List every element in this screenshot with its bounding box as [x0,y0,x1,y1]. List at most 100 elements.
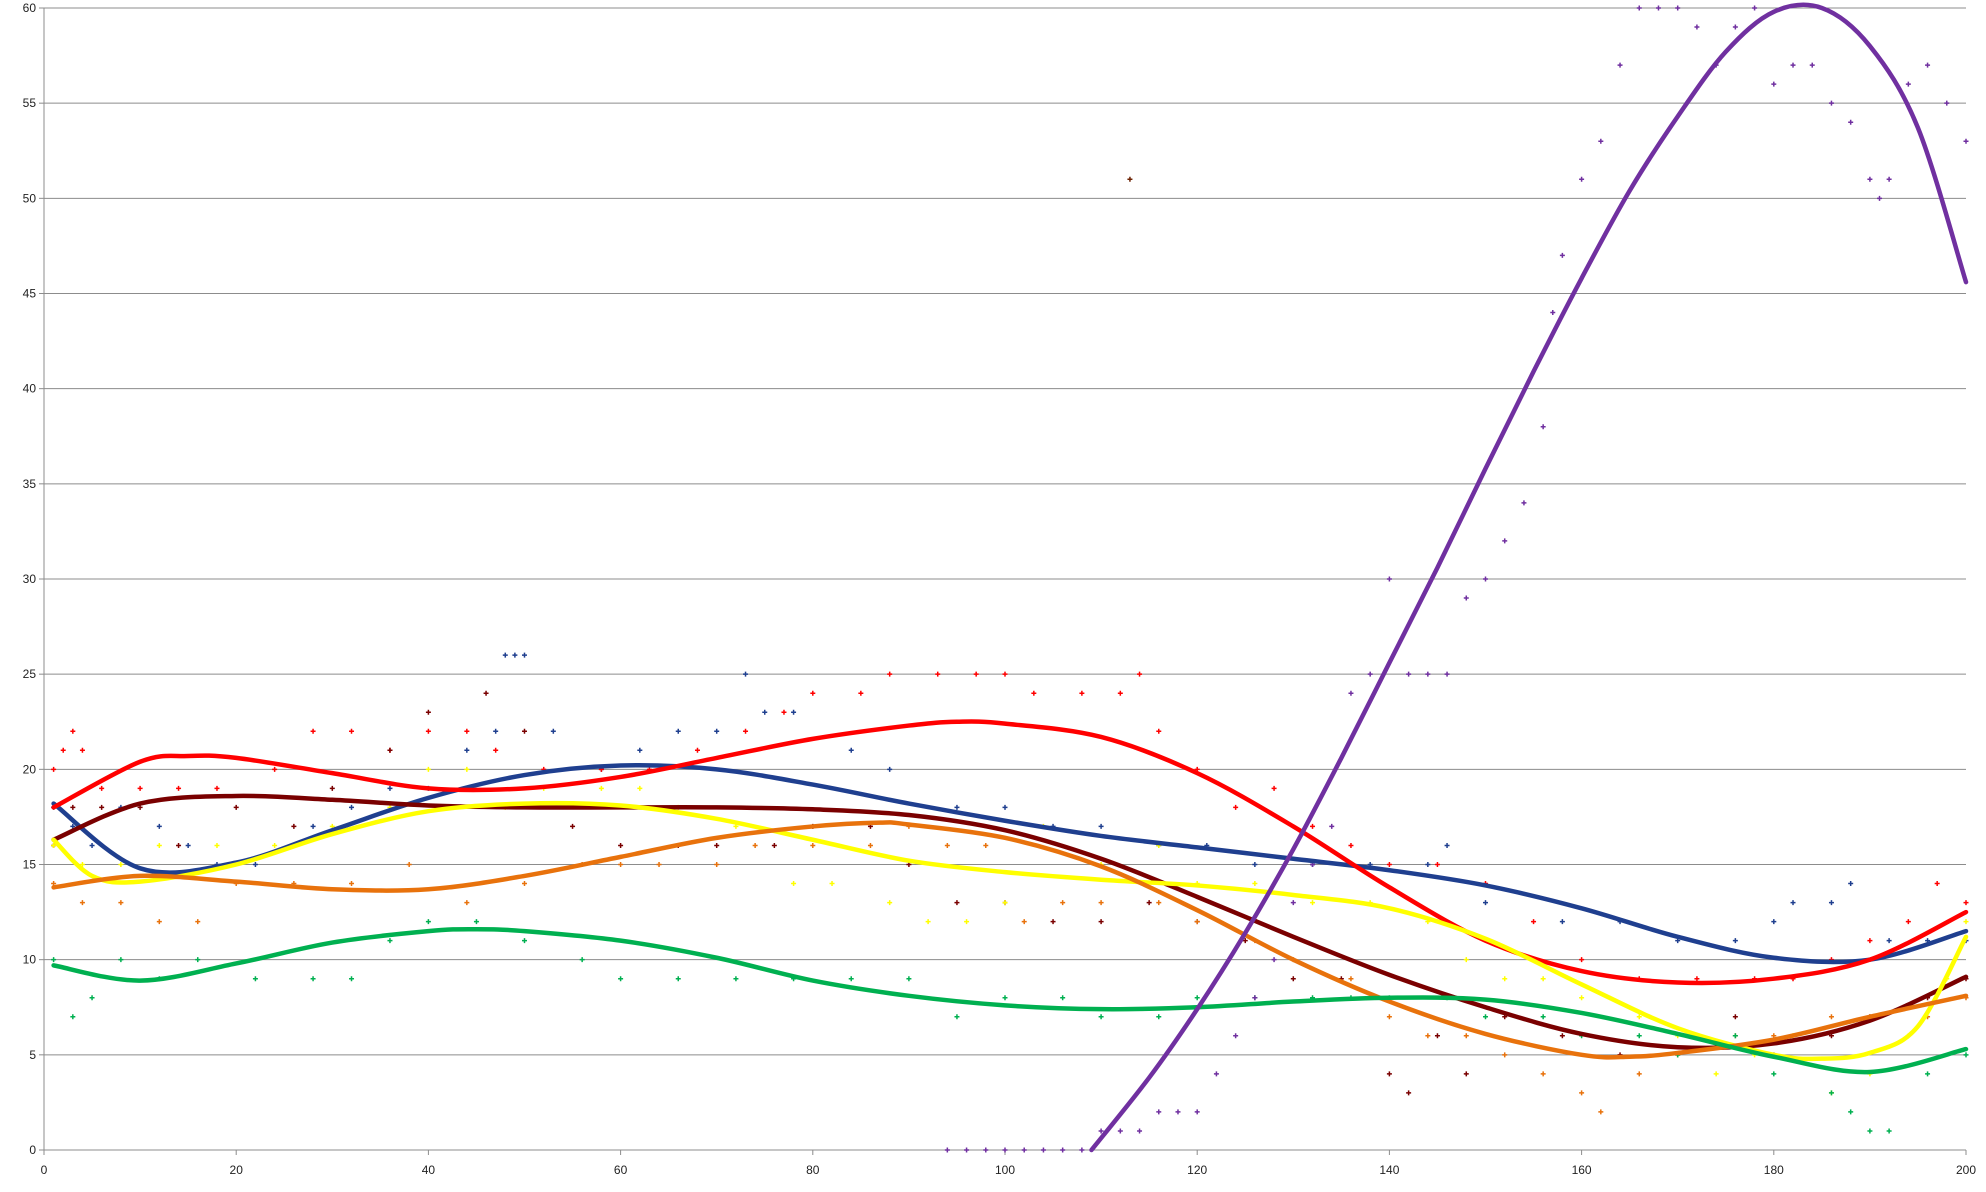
series-2-point-7 [176,785,182,791]
series-6-point-19 [848,976,854,982]
series-5-point-3 [118,900,124,906]
series-5-point-35 [1579,1090,1585,1096]
series-2-point-20 [743,728,749,734]
series-5-point-21 [983,842,989,848]
series-3-point-16 [714,842,720,848]
series-1-trendline [51,763,1969,965]
series-6-point-1 [51,957,57,963]
series-6-point-23 [1060,995,1066,1001]
series-5-point-2 [79,900,85,906]
series-2-point-39 [1434,862,1440,867]
series-7-point-17 [1252,995,1258,1001]
series-2-point-50 [1934,881,1940,887]
series-7-point-39 [1655,5,1661,11]
series-8-point-1 [1127,176,1133,182]
series-6-point-33 [1540,1014,1546,1020]
series-6-point-43 [1925,1071,1931,1077]
series-7-point-28 [1463,595,1469,601]
series-2-point-41 [1531,919,1537,925]
series-1-point-9 [310,823,316,829]
series-7-point-8 [1079,1147,1085,1153]
series-1-point-21 [675,728,681,734]
series-2-point-32 [1156,728,1162,734]
series-4-point-32 [1502,976,1508,982]
series-1-point-28 [954,804,960,810]
series-7-point-30 [1502,538,1508,544]
series-4-trendline [51,800,1969,1062]
series-5-point-32 [1463,1033,1469,1039]
series-2-point-29 [1079,690,1085,696]
series-7-point-53 [1905,81,1911,87]
x-tick-label-180: 180 [1764,1163,1784,1177]
series-3-point-14 [618,842,624,848]
series-5-point-13 [618,862,624,867]
series-4-point-34 [1579,995,1585,1001]
series-6-point-2 [70,1014,76,1020]
series-7-point-21 [1329,823,1335,829]
series-1-point-40 [1559,919,1565,925]
y-tick-label-40: 40 [23,382,37,396]
y-tick-label-55: 55 [23,96,37,110]
x-tick-labels: 0 20 40 60 80 100 120 140 160 180 200 [41,1163,1977,1177]
series-6-point-39 [1828,1090,1834,1096]
y-tick-label-60: 60 [23,1,37,15]
series-5-point-33 [1502,1052,1508,1058]
series-5-point-5 [195,919,201,925]
series-7-point-44 [1752,5,1758,11]
series-1-point-23 [743,671,749,677]
series-4-point-44 [1963,919,1969,925]
series-3-point-32 [1434,1033,1440,1039]
series-7-point-23 [1367,671,1373,677]
series-3-point-27 [1242,938,1248,944]
series-4-point-2 [79,862,85,867]
series-4-point-1 [51,842,57,848]
series-6-point-32 [1483,1014,1488,1020]
series-1-point-44 [1771,919,1777,925]
series-4-point-19 [887,900,893,906]
series-4-point-6 [272,842,278,848]
series-7-point-55 [1944,100,1950,106]
series-2-trendline [51,719,1969,986]
series-5-point-15 [714,862,720,867]
series-7-point-50 [1867,176,1873,182]
series-3-point-12 [522,728,527,734]
series-6-point-37 [1732,1033,1738,1039]
y-tick-labels: 0 5 10 15 20 25 30 35 40 45 50 55 60 [23,1,37,1157]
series-1-point-6 [185,842,191,848]
series-6-point-42 [1886,1128,1892,1134]
x-tick-label-140: 140 [1379,1163,1399,1177]
series-7-point-24 [1386,576,1392,582]
series-2-point-1 [51,766,57,772]
series-1-point-38 [1444,842,1450,848]
series-4-point-27 [1252,881,1258,887]
series-4-point-28 [1310,900,1316,906]
series-7-point-1 [944,1147,950,1153]
series-3-point-28 [1290,976,1296,982]
series-4-point-31 [1463,957,1469,963]
series-2-point-36 [1310,823,1316,829]
series-2-point-6 [137,785,143,791]
series-5-point-4 [156,919,162,925]
series-2-point-49 [1905,919,1911,925]
x-tick-label-20: 20 [230,1163,244,1177]
series-3-point-33 [1463,1071,1469,1077]
series-5-point-18 [867,842,873,848]
y-tick-label-5: 5 [29,1048,36,1062]
y-tick-label-20: 20 [23,762,37,776]
series-2-point-27 [1002,671,1008,677]
series-1-point-15 [502,652,508,658]
series-4-point-3 [118,862,124,867]
series-7-point-15 [1213,1071,1219,1077]
series-5-trendline [51,820,1969,1060]
series-3-point-10 [425,709,431,715]
series-2-point-5 [99,785,105,791]
series-5-point-30 [1386,1014,1392,1020]
series-2-point-44 [1694,976,1700,982]
series-7-point-10 [1117,1128,1123,1134]
series-7-point-31 [1521,500,1527,506]
series-5-point-34 [1540,1071,1546,1077]
series-2-point-30 [1117,690,1123,696]
series-3-point-35 [1559,1033,1565,1039]
series-4-point-4 [156,842,162,848]
